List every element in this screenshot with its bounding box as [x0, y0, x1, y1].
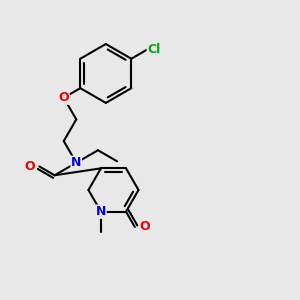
Text: N: N — [96, 205, 106, 218]
Text: O: O — [24, 160, 35, 173]
Text: O: O — [139, 220, 150, 233]
Text: O: O — [58, 91, 69, 104]
Text: N: N — [71, 156, 82, 169]
Text: Cl: Cl — [147, 43, 161, 56]
